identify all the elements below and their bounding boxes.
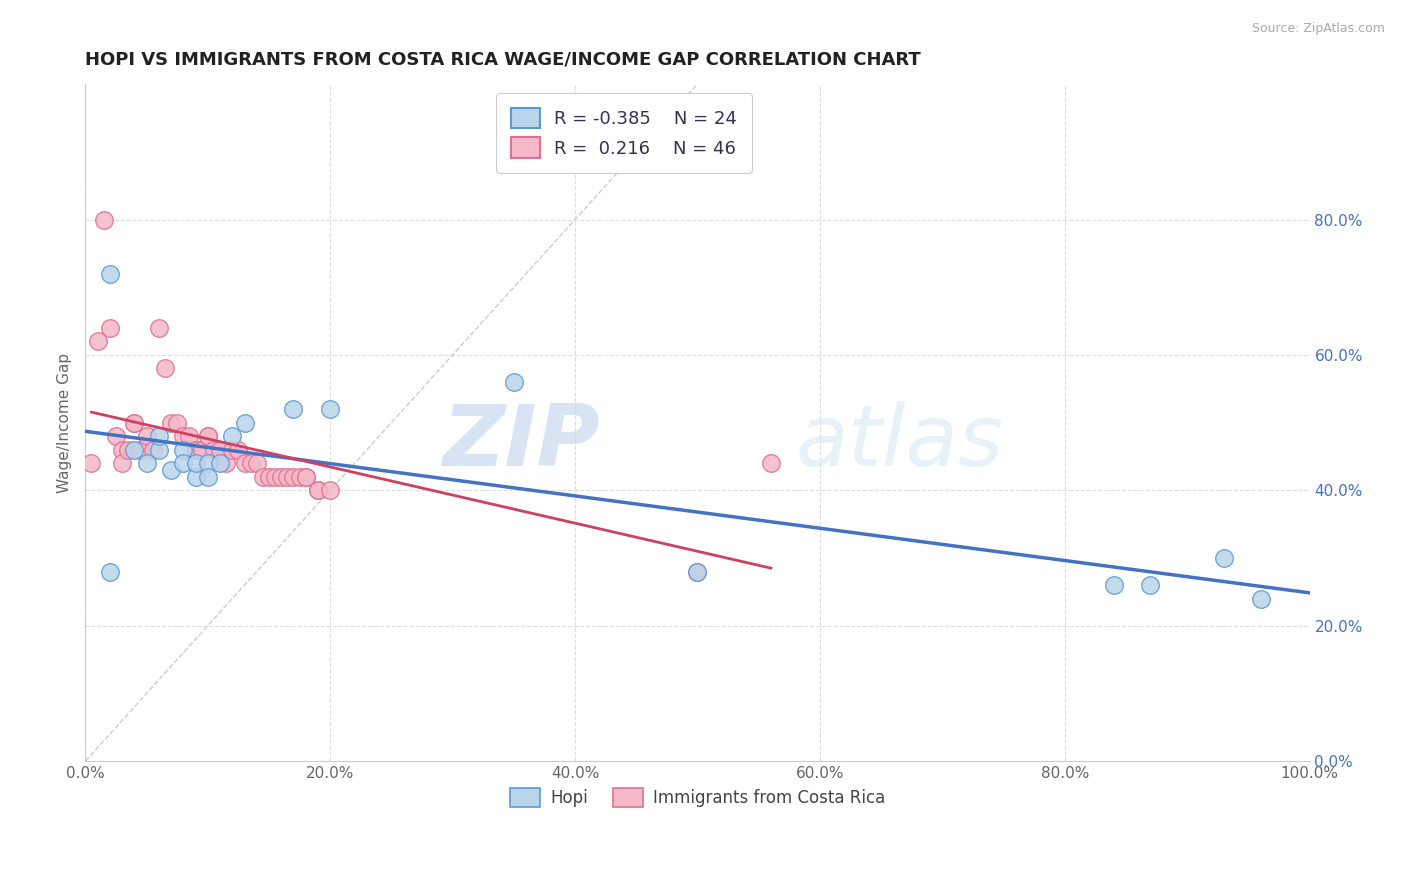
Point — [759, 456, 782, 470]
Point — [686, 565, 709, 579]
Point — [98, 267, 121, 281]
Point — [270, 469, 292, 483]
Point — [197, 429, 219, 443]
Point — [148, 429, 170, 443]
Point — [221, 429, 243, 443]
Point — [98, 565, 121, 579]
Text: atlas: atlas — [796, 401, 1004, 484]
Point — [160, 463, 183, 477]
Point — [179, 429, 201, 443]
Point — [252, 469, 274, 483]
Point — [98, 321, 121, 335]
Point — [208, 456, 231, 470]
Point — [153, 361, 176, 376]
Point — [221, 442, 243, 457]
Point — [148, 442, 170, 457]
Text: HOPI VS IMMIGRANTS FROM COSTA RICA WAGE/INCOME GAP CORRELATION CHART: HOPI VS IMMIGRANTS FROM COSTA RICA WAGE/… — [86, 51, 921, 69]
Point — [184, 469, 207, 483]
Point — [288, 469, 311, 483]
Point — [124, 442, 146, 457]
Point — [93, 212, 115, 227]
Point — [228, 442, 250, 457]
Point — [111, 442, 134, 457]
Point — [307, 483, 329, 498]
Point — [233, 456, 256, 470]
Point — [307, 483, 329, 498]
Point — [111, 456, 134, 470]
Point — [135, 429, 157, 443]
Legend: Hopi, Immigrants from Costa Rica: Hopi, Immigrants from Costa Rica — [503, 781, 891, 814]
Point — [166, 416, 188, 430]
Point — [294, 469, 316, 483]
Point — [172, 442, 194, 457]
Y-axis label: Wage/Income Gap: Wage/Income Gap — [58, 352, 72, 492]
Point — [319, 402, 342, 417]
Point — [276, 469, 298, 483]
Point — [246, 456, 269, 470]
Point — [142, 442, 165, 457]
Point — [124, 416, 146, 430]
Point — [184, 456, 207, 470]
Text: ZIP: ZIP — [441, 401, 599, 484]
Point — [190, 442, 212, 457]
Point — [197, 429, 219, 443]
Point — [1139, 578, 1161, 592]
Text: Source: ZipAtlas.com: Source: ZipAtlas.com — [1251, 22, 1385, 36]
Point — [264, 469, 287, 483]
Point — [160, 416, 183, 430]
Point — [208, 442, 231, 457]
Point — [197, 469, 219, 483]
Point — [686, 565, 709, 579]
Point — [117, 442, 139, 457]
Point — [104, 429, 127, 443]
Point — [283, 469, 305, 483]
Point — [135, 456, 157, 470]
Point — [319, 483, 342, 498]
Point — [1250, 591, 1272, 606]
Point — [1212, 551, 1234, 566]
Point — [257, 469, 280, 483]
Point — [184, 442, 207, 457]
Point — [233, 416, 256, 430]
Point — [184, 442, 207, 457]
Point — [148, 321, 170, 335]
Point — [294, 469, 316, 483]
Point — [202, 442, 225, 457]
Point — [124, 416, 146, 430]
Point — [86, 334, 108, 349]
Point — [172, 456, 194, 470]
Point — [129, 442, 152, 457]
Point — [283, 402, 305, 417]
Point — [197, 456, 219, 470]
Point — [215, 456, 238, 470]
Point — [1102, 578, 1125, 592]
Point — [172, 429, 194, 443]
Point — [502, 375, 524, 389]
Point — [80, 456, 103, 470]
Point — [239, 456, 262, 470]
